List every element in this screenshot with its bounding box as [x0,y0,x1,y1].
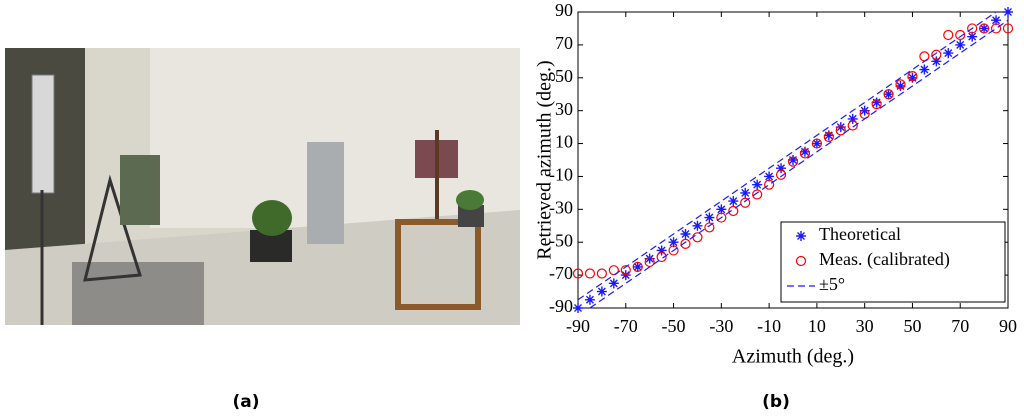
x-tick-label: 70 [951,316,969,336]
star-point [752,180,762,190]
star-point [919,65,929,75]
legend-label: Theoretical [819,224,901,244]
legend-symbol [796,231,806,241]
legend-label: ±5° [819,274,845,294]
star-point [955,40,965,50]
star-point [609,278,619,288]
x-tick-label: -30 [709,316,733,336]
x-tick-label: -50 [662,316,686,336]
y-tick-label: -90 [549,296,573,316]
y-tick-label: 70 [555,33,573,53]
x-tick-label: 30 [856,316,874,336]
legend-label: Meas. (calibrated) [819,249,950,270]
star-point [573,303,583,313]
x-tick-label: 10 [808,316,826,336]
star-point [681,229,691,239]
y-tick-label: 30 [555,99,573,119]
star-point [704,213,714,223]
circle-point [944,31,953,40]
star-point [728,196,738,206]
star-point [1003,7,1013,17]
circle-point [597,269,606,278]
photo [5,48,520,325]
star-point [943,48,953,58]
x-tick-label: -90 [566,316,590,336]
circle-point [765,180,774,189]
y-tick-label: -70 [549,263,573,283]
circle-point [693,233,702,242]
star-point [740,188,750,198]
caption: (a) [232,392,259,412]
x-tick-label: -70 [614,316,638,336]
x-tick-label: 50 [903,316,921,336]
circle-point [585,269,594,278]
star-point [597,287,607,297]
x-tick-label: -10 [757,316,781,336]
x-axis-label: Azimuth (deg.) [732,346,854,368]
star-point [585,295,595,305]
y-tick-label: 50 [555,66,573,86]
star-point [692,221,702,231]
x-tick-label: 90 [999,316,1017,336]
caption: (b) [762,392,790,412]
y-axis-label: Retrieved azimuth (deg.) [534,60,556,259]
y-tick-label: 10 [555,132,573,152]
y-tick-label: 90 [555,0,573,20]
figure: (a) (b) -90-70-50-30-101030507090-90-70-… [0,0,1024,419]
